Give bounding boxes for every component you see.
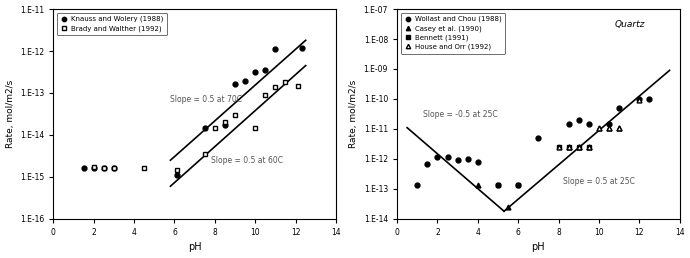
- Knauss and Wolery (1988): [297, 46, 306, 49]
- Brady and Walther (1992): [271, 85, 279, 88]
- Knauss and Wolery (1988): [90, 166, 98, 169]
- Brady and Walther (1992): [172, 168, 181, 171]
- Knauss and Wolery (1988): [201, 126, 209, 129]
- House and Orr (1992): [575, 146, 583, 149]
- Brady and Walther (1992): [201, 152, 209, 156]
- Brady and Walther (1992): [210, 126, 219, 129]
- Brady and Walther (1992): [262, 93, 270, 96]
- Wollast and Chou (1988): [464, 157, 472, 160]
- Casey et al. (1990): [473, 184, 482, 187]
- Line: Casey et al. (1990): Casey et al. (1990): [475, 125, 622, 209]
- Brady and Walther (1992): [231, 113, 239, 116]
- Text: Slope = 0.5 at 70C: Slope = 0.5 at 70C: [170, 95, 242, 104]
- Wollast and Chou (1988): [444, 155, 452, 158]
- Bennett (1991): [554, 146, 562, 149]
- Knauss and Wolery (1988): [271, 48, 279, 51]
- X-axis label: pH: pH: [188, 243, 201, 252]
- Bennett (1991): [564, 146, 573, 149]
- Knauss and Wolery (1988): [251, 70, 259, 73]
- Knauss and Wolery (1988): [241, 80, 249, 83]
- Casey et al. (1990): [605, 126, 613, 129]
- Legend: Wollast and Chou (1988), Casey et al. (1990), Bennett (1991), House and Orr (199: Wollast and Chou (1988), Casey et al. (1…: [400, 13, 505, 54]
- Wollast and Chou (1988): [433, 155, 442, 158]
- Bennett (1991): [514, 184, 522, 187]
- Casey et al. (1990): [584, 146, 593, 149]
- Wollast and Chou (1988): [645, 98, 653, 101]
- Wollast and Chou (1988): [635, 98, 643, 101]
- Knauss and Wolery (1988): [231, 83, 239, 86]
- Wollast and Chou (1988): [584, 122, 593, 125]
- Brady and Walther (1992): [282, 81, 290, 84]
- Wollast and Chou (1988): [575, 118, 583, 122]
- Casey et al. (1990): [595, 126, 603, 129]
- Knauss and Wolery (1988): [172, 174, 181, 177]
- Text: Slope = -0.5 at 25C: Slope = -0.5 at 25C: [423, 110, 498, 119]
- Brady and Walther (1992): [293, 84, 302, 87]
- Bennett (1991): [575, 146, 583, 149]
- Wollast and Chou (1988): [494, 184, 502, 187]
- Casey et al. (1990): [575, 146, 583, 149]
- Bennett (1991): [494, 184, 502, 187]
- House and Orr (1992): [635, 99, 643, 102]
- Line: Knauss and Wolery (1988): Knauss and Wolery (1988): [81, 45, 304, 178]
- X-axis label: pH: pH: [531, 243, 545, 252]
- Knauss and Wolery (1988): [79, 167, 88, 170]
- Line: Brady and Walther (1992): Brady and Walther (1992): [91, 80, 300, 172]
- Knauss and Wolery (1988): [100, 167, 108, 170]
- Brady and Walther (1992): [110, 167, 118, 170]
- Casey et al. (1990): [504, 205, 512, 208]
- Text: Slope = 0.5 at 25C: Slope = 0.5 at 25C: [562, 177, 634, 186]
- Brady and Walther (1992): [140, 166, 148, 169]
- House and Orr (1992): [605, 126, 613, 129]
- Legend: Knauss and Wolery (1988), Brady and Walther (1992): Knauss and Wolery (1988), Brady and Walt…: [57, 13, 167, 35]
- House and Orr (1992): [615, 126, 623, 129]
- Knauss and Wolery (1988): [262, 69, 270, 72]
- Wollast and Chou (1988): [514, 184, 522, 187]
- Knauss and Wolery (1988): [221, 124, 229, 127]
- Wollast and Chou (1988): [473, 160, 482, 163]
- Brady and Walther (1992): [221, 121, 229, 124]
- Wollast and Chou (1988): [564, 122, 573, 125]
- Wollast and Chou (1988): [453, 159, 462, 162]
- House and Orr (1992): [595, 126, 603, 129]
- Brady and Walther (1992): [90, 166, 98, 169]
- Brady and Walther (1992): [100, 167, 108, 170]
- Y-axis label: Rate, mol/m2/s: Rate, mol/m2/s: [6, 80, 14, 148]
- Line: Wollast and Chou (1988): Wollast and Chou (1988): [415, 96, 652, 188]
- Wollast and Chou (1988): [423, 162, 431, 165]
- Wollast and Chou (1988): [615, 107, 623, 110]
- Line: House and Orr (1992): House and Orr (1992): [556, 98, 642, 149]
- Casey et al. (1990): [564, 146, 573, 149]
- Casey et al. (1990): [615, 126, 623, 129]
- Text: Slope = 0.5 at 60C: Slope = 0.5 at 60C: [211, 156, 283, 165]
- Brady and Walther (1992): [251, 126, 259, 129]
- Wollast and Chou (1988): [605, 122, 613, 125]
- House and Orr (1992): [584, 146, 593, 149]
- Knauss and Wolery (1988): [110, 167, 118, 170]
- Text: Quartz: Quartz: [615, 20, 645, 29]
- Wollast and Chou (1988): [413, 184, 422, 187]
- Bennett (1991): [584, 146, 593, 149]
- Y-axis label: Rate, mol/m2/s: Rate, mol/m2/s: [349, 80, 358, 148]
- House and Orr (1992): [564, 146, 573, 149]
- Wollast and Chou (1988): [534, 136, 542, 140]
- Line: Bennett (1991): Bennett (1991): [495, 144, 591, 188]
- House and Orr (1992): [554, 146, 562, 149]
